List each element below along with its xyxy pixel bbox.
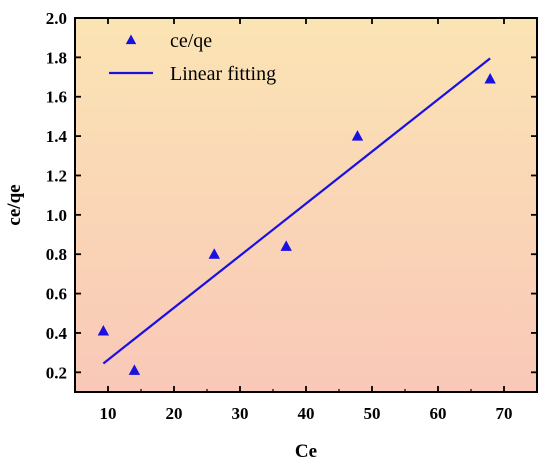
legend: ce/qe Linear fitting — [109, 30, 276, 85]
y-axis-title: ce/qe — [4, 184, 25, 225]
x-tick-label: 20 — [166, 404, 183, 423]
data-point-triangle — [351, 130, 364, 141]
y-tick-label: 0.4 — [46, 324, 68, 343]
data-point-triangle — [208, 248, 220, 259]
y-tick-label: 0.8 — [46, 245, 67, 264]
data-point-triangle — [484, 73, 496, 84]
x-tick-label: 50 — [364, 404, 381, 423]
y-tick-label: 0.6 — [46, 285, 67, 304]
data-point-triangle — [97, 324, 110, 336]
y-tick-label: 1.2 — [46, 166, 67, 185]
data-point-triangle — [128, 364, 141, 375]
triangle-icon — [125, 34, 137, 45]
y-tick-label: 2.0 — [46, 9, 67, 28]
legend-label: ce/qe — [170, 30, 212, 52]
y-tick-label: 1.8 — [46, 48, 67, 67]
linear-fit-line — [102, 57, 491, 365]
x-tick-label: 60 — [430, 404, 447, 423]
x-tick-label: 70 — [496, 404, 513, 423]
data-point-triangle — [280, 240, 292, 251]
x-tick-label: 30 — [232, 404, 249, 423]
legend-label: Linear fitting — [170, 63, 276, 85]
x-axis-title: Ce — [295, 441, 317, 462]
y-tick-label: 1.0 — [46, 206, 67, 225]
x-tick-label: 10 — [100, 404, 117, 423]
data-layer — [97, 57, 496, 375]
y-tick-label: 1.4 — [46, 127, 68, 146]
axes-layer: 0.2 0.4 0.6 0.8 1.0 1.2 1.4 1.6 1.8 2.0 10 20 30 40 50… — [46, 9, 538, 423]
y-tick-label: 0.2 — [46, 363, 67, 382]
y-tick-label: 1.6 — [46, 88, 67, 107]
x-tick-label: 40 — [298, 404, 315, 423]
